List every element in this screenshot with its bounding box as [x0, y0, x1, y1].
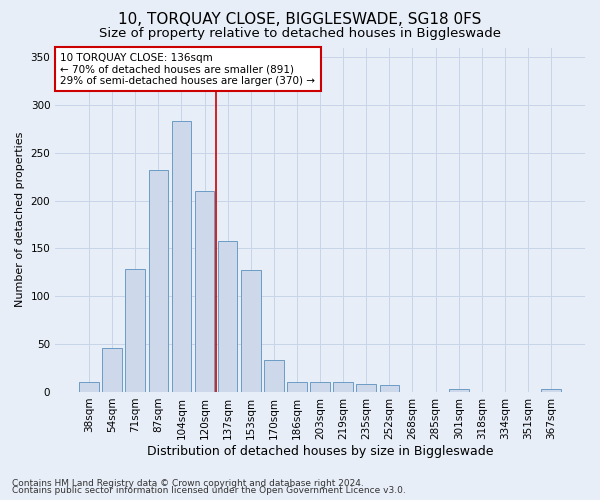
Bar — [195, 191, 214, 392]
Bar — [241, 270, 260, 392]
X-axis label: Distribution of detached houses by size in Biggleswade: Distribution of detached houses by size … — [147, 444, 493, 458]
Bar — [356, 384, 376, 392]
Bar — [218, 241, 238, 392]
Bar — [287, 382, 307, 392]
Bar — [103, 348, 122, 392]
Bar — [541, 389, 561, 392]
Text: Size of property relative to detached houses in Biggleswade: Size of property relative to detached ho… — [99, 28, 501, 40]
Y-axis label: Number of detached properties: Number of detached properties — [15, 132, 25, 308]
Bar — [264, 360, 284, 392]
Bar — [334, 382, 353, 392]
Text: 10 TORQUAY CLOSE: 136sqm
← 70% of detached houses are smaller (891)
29% of semi-: 10 TORQUAY CLOSE: 136sqm ← 70% of detach… — [61, 52, 316, 86]
Bar — [380, 386, 399, 392]
Bar — [125, 270, 145, 392]
Bar — [310, 382, 330, 392]
Bar — [149, 170, 168, 392]
Text: 10, TORQUAY CLOSE, BIGGLESWADE, SG18 0FS: 10, TORQUAY CLOSE, BIGGLESWADE, SG18 0FS — [118, 12, 482, 28]
Text: Contains public sector information licensed under the Open Government Licence v3: Contains public sector information licen… — [12, 486, 406, 495]
Bar — [79, 382, 99, 392]
Bar — [172, 121, 191, 392]
Text: Contains HM Land Registry data © Crown copyright and database right 2024.: Contains HM Land Registry data © Crown c… — [12, 478, 364, 488]
Bar — [449, 389, 469, 392]
